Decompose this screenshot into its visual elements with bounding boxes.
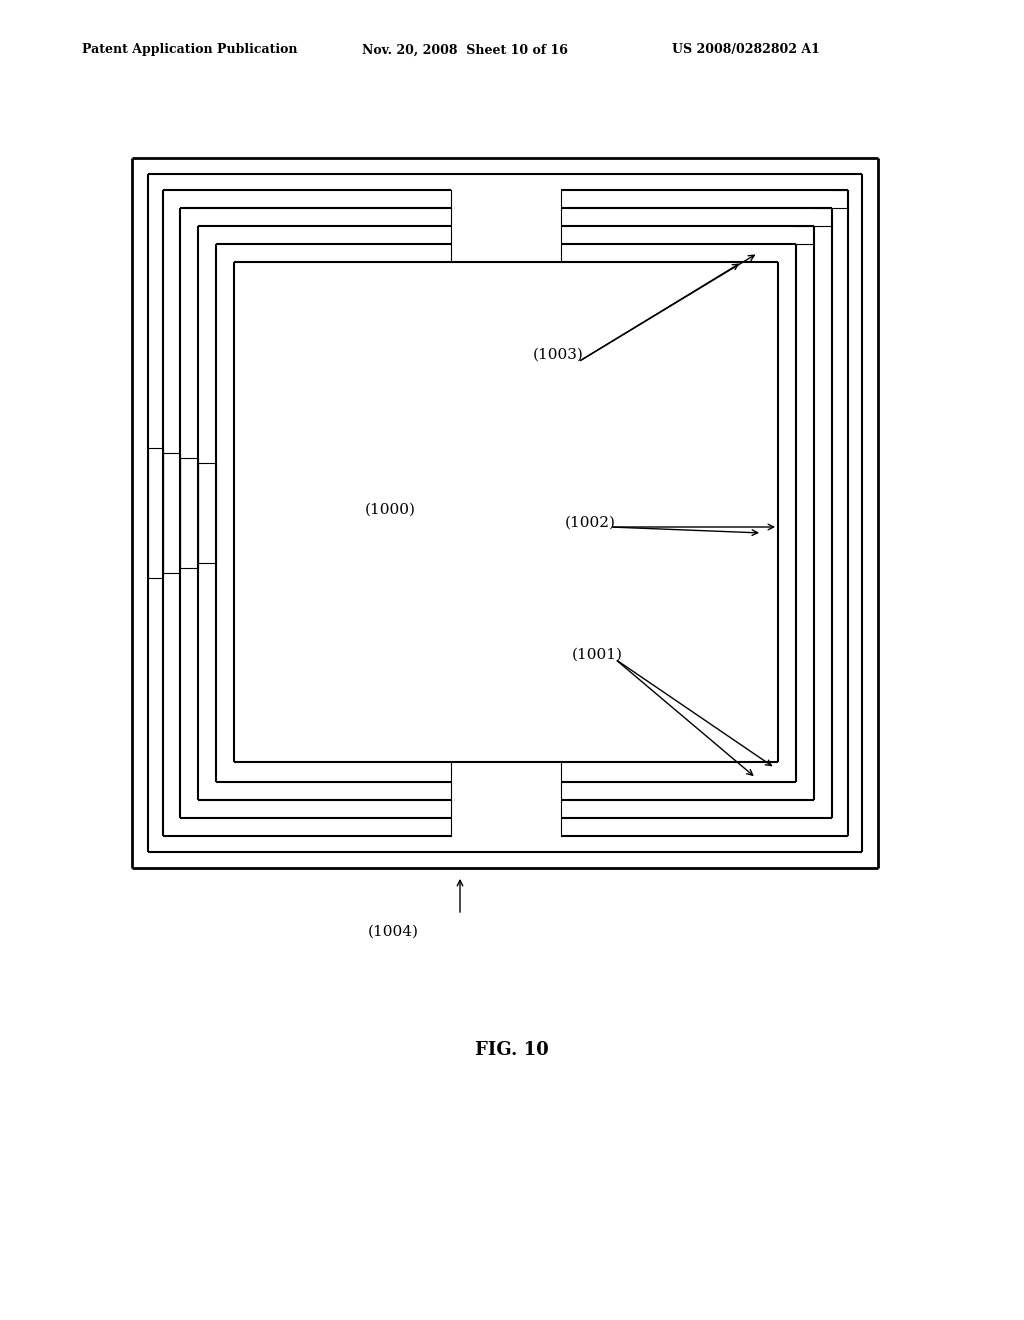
Text: (1002): (1002): [565, 516, 616, 531]
Text: Nov. 20, 2008  Sheet 10 of 16: Nov. 20, 2008 Sheet 10 of 16: [362, 44, 568, 57]
Text: (1001): (1001): [572, 648, 623, 663]
Text: (1000): (1000): [365, 503, 416, 517]
Text: US 2008/0282802 A1: US 2008/0282802 A1: [672, 44, 820, 57]
Text: (1003): (1003): [534, 348, 584, 362]
Text: Patent Application Publication: Patent Application Publication: [82, 44, 298, 57]
Text: (1004): (1004): [368, 925, 419, 939]
Text: FIG. 10: FIG. 10: [475, 1041, 549, 1059]
